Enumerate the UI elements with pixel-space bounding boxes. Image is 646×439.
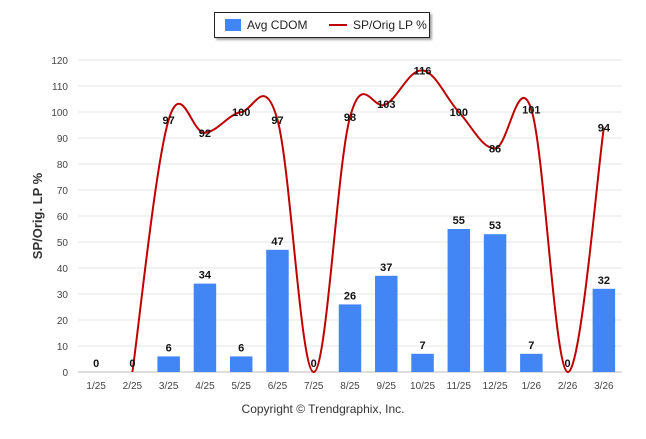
copyright-text: Copyright © Trendgraphix, Inc. (241, 402, 405, 416)
data-label-sp-orig: 97 (163, 115, 175, 127)
x-tick-label: 2/25 (123, 381, 143, 392)
y-tick-label: 10 (57, 342, 69, 353)
y-axis-title: SP/Orig. LP % (30, 172, 45, 259)
data-label-avg-cdom: 0 (93, 358, 99, 370)
x-tick-label: 6/25 (268, 381, 288, 392)
data-label-sp-orig: 97 (271, 115, 283, 127)
data-label-avg-cdom: 32 (598, 275, 610, 287)
y-tick-label: 20 (57, 316, 69, 327)
x-tick-label: 1/25 (86, 381, 106, 392)
legend-swatch-sp-orig (329, 24, 347, 26)
data-label-avg-cdom: 34 (199, 270, 212, 282)
x-tick-label: 7/25 (304, 381, 324, 392)
data-label-sp-orig: 98 (344, 112, 356, 124)
x-tick-label: 3/26 (594, 381, 614, 392)
y-tick-label: 30 (57, 290, 69, 301)
bar-avg-cdom (411, 353, 434, 372)
y-tick-label: 60 (57, 212, 69, 223)
data-label-sp-orig: 103 (377, 99, 395, 111)
data-label-sp-orig: 100 (450, 107, 468, 119)
data-label-sp-orig: 101 (522, 104, 540, 116)
y-tick-label: 120 (51, 56, 68, 67)
data-label-avg-cdom: 37 (380, 262, 392, 274)
y-tick-label: 70 (57, 186, 69, 197)
y-tick-label: 40 (57, 264, 69, 275)
data-label-avg-cdom: 53 (489, 220, 501, 232)
legend: Avg CDOM SP/Orig LP % (214, 12, 430, 38)
x-tick-label: 2/26 (558, 381, 578, 392)
bar-avg-cdom (592, 288, 616, 372)
data-label-sp-orig: 92 (199, 128, 211, 140)
y-tick-label: 110 (52, 82, 68, 93)
y-tick-label: 50 (57, 238, 69, 249)
data-label-avg-cdom: 0 (311, 358, 317, 370)
y-tick-label: 90 (57, 134, 69, 145)
legend-label-sp-orig: SP/Orig LP % (353, 18, 427, 32)
data-label-avg-cdom: 6 (166, 342, 172, 354)
data-label-avg-cdom: 55 (453, 215, 465, 227)
x-tick-label: 8/25 (340, 381, 360, 392)
data-label-sp-orig: 86 (489, 143, 501, 155)
bar-avg-cdom (193, 283, 217, 372)
data-label-avg-cdom: 0 (129, 358, 135, 370)
y-tick-label: 100 (51, 108, 68, 119)
bar-avg-cdom (338, 304, 362, 372)
data-label-sp-orig: 116 (414, 65, 432, 77)
bar-avg-cdom (157, 356, 180, 372)
y-tick-label: 80 (57, 160, 69, 171)
data-label-avg-cdom: 47 (271, 236, 283, 248)
x-tick-label: 4/25 (195, 381, 215, 392)
bar-avg-cdom (266, 249, 289, 372)
x-tick-label: 9/25 (377, 381, 397, 392)
data-label-avg-cdom: 0 (565, 358, 571, 370)
bar-avg-cdom (375, 275, 398, 372)
x-tick-label: 12/25 (483, 381, 508, 392)
x-tick-label: 3/25 (159, 381, 179, 392)
line-sp-orig-lp (131, 69, 605, 374)
data-label-sp-orig: 94 (598, 123, 611, 135)
bar-avg-cdom (229, 356, 253, 372)
bar-avg-cdom (447, 229, 471, 372)
y-tick-label: 0 (62, 368, 68, 379)
data-label-sp-orig: 100 (232, 107, 250, 119)
x-tick-label: 11/25 (447, 381, 472, 392)
legend-label-avg-cdom: Avg CDOM (247, 18, 308, 32)
legend-swatch-avg-cdom (225, 19, 241, 31)
x-tick-label: 5/25 (231, 381, 251, 392)
data-label-avg-cdom: 7 (419, 340, 425, 352)
x-tick-label: 1/26 (522, 381, 542, 392)
data-label-avg-cdom: 6 (238, 342, 244, 354)
bar-avg-cdom (520, 353, 543, 372)
x-tick-label: 10/25 (410, 381, 435, 392)
data-label-avg-cdom: 26 (344, 290, 356, 302)
data-label-avg-cdom: 7 (528, 340, 534, 352)
bar-avg-cdom (483, 234, 507, 372)
